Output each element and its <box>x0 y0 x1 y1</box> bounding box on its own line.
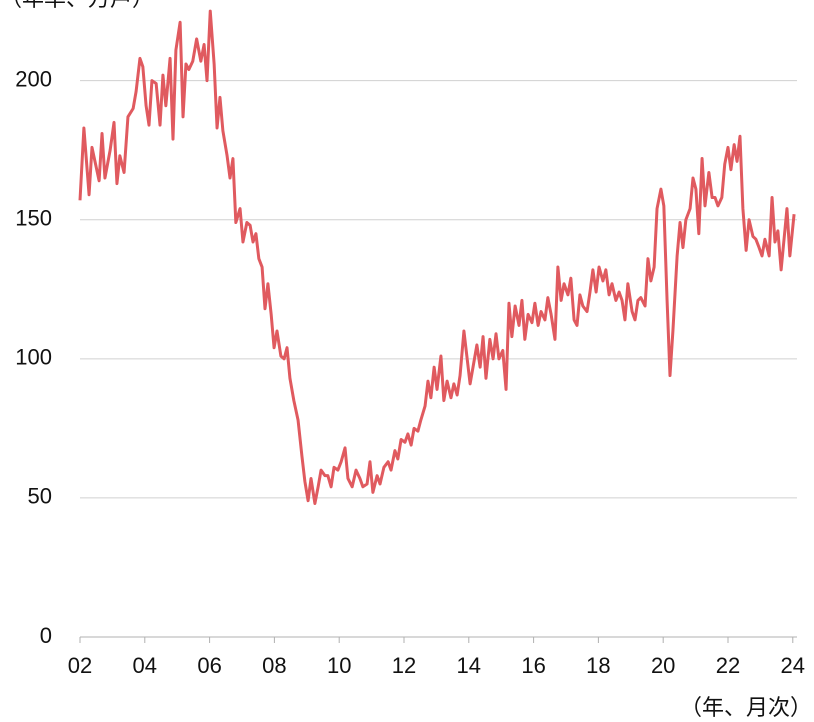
x-axis-label: （年、月次） <box>680 695 812 720</box>
y-axis-label: （年率、万戸） <box>0 0 154 11</box>
x-tick-label: 04 <box>133 653 157 678</box>
x-tick-label: 12 <box>392 653 416 678</box>
y-tick-label: 0 <box>40 623 52 648</box>
y-tick-label: 50 <box>28 484 52 509</box>
x-tick-label: 14 <box>457 653 481 678</box>
x-tick-label: 22 <box>716 653 740 678</box>
y-tick-label: 200 <box>15 66 52 91</box>
x-tick-label: 02 <box>68 653 92 678</box>
y-tick-label: 100 <box>15 345 52 370</box>
x-tick-label: 20 <box>651 653 675 678</box>
data-line <box>78 9 796 505</box>
x-tick-label: 16 <box>521 653 545 678</box>
x-tick-label: 10 <box>327 653 351 678</box>
x-tick-label: 08 <box>262 653 286 678</box>
x-tick-label: 06 <box>197 653 221 678</box>
x-tick-label: 24 <box>781 653 805 678</box>
y-tick-label: 150 <box>15 206 52 231</box>
x-tick-label: 18 <box>586 653 610 678</box>
